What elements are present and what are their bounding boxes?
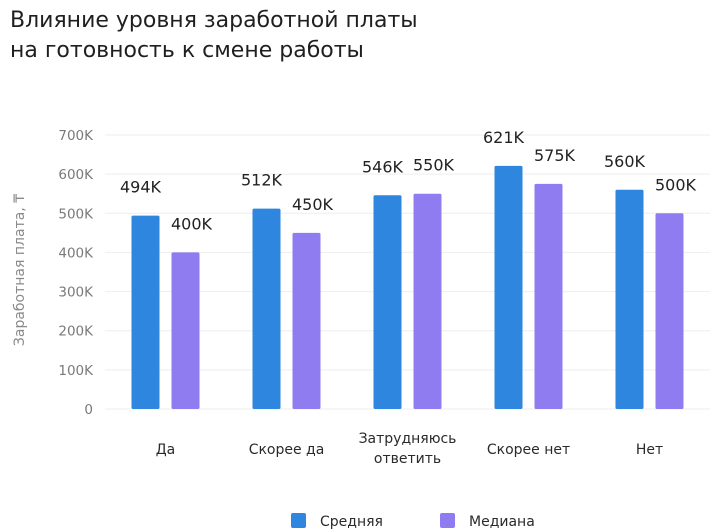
bar-median bbox=[534, 183, 563, 409]
y-tick-label: 700K bbox=[58, 128, 94, 144]
chart-title: Влияние уровня заработной платы на готовн… bbox=[10, 8, 418, 63]
legend-swatch bbox=[440, 513, 455, 528]
legend-label: Медиана bbox=[469, 514, 535, 530]
bar-mean bbox=[131, 215, 160, 409]
legend-item[interactable]: Медиана bbox=[440, 513, 535, 530]
bar-median bbox=[413, 193, 442, 409]
y-tick-label: 0 bbox=[84, 402, 93, 418]
chart-title-line: Влияние уровня заработной платы bbox=[10, 8, 418, 33]
data-label: 400K bbox=[171, 214, 213, 233]
x-axis-categories: Да Скорее да Затрудняюсь ответить Скорее нет… bbox=[156, 431, 663, 467]
y-tick-label: 300K bbox=[58, 285, 94, 301]
y-tick-label: 100K bbox=[58, 363, 94, 379]
bars bbox=[131, 165, 684, 409]
legend: Средняя Медиана bbox=[291, 513, 535, 530]
bar-mean bbox=[494, 165, 523, 409]
legend-label: Средняя bbox=[320, 514, 383, 530]
y-tick-label: 600K bbox=[58, 167, 94, 183]
y-tick-label: 500K bbox=[58, 206, 94, 222]
data-label: 500K bbox=[655, 175, 697, 194]
x-category-label: Затрудняюсь bbox=[359, 431, 457, 447]
data-label: 450K bbox=[292, 195, 334, 214]
x-category-label: Скорее да bbox=[249, 442, 325, 458]
y-tick-label: 200K bbox=[58, 324, 94, 340]
y-tick-label: 400K bbox=[58, 245, 94, 261]
x-category-label: Скорее нет bbox=[487, 442, 570, 458]
bar-mean bbox=[252, 208, 281, 409]
bar-median bbox=[292, 232, 321, 409]
x-category-label: Нет bbox=[636, 442, 663, 458]
bar-median bbox=[171, 252, 200, 409]
data-label: 546K bbox=[362, 157, 404, 176]
y-axis-ticks: 0 100K 200K 300K 400K 500K 600K 700K bbox=[58, 128, 94, 418]
x-category-label: ответить bbox=[374, 451, 441, 467]
data-label: 575K bbox=[534, 146, 576, 165]
bar-mean bbox=[615, 189, 644, 409]
data-labels: 494K 400K 512K 450K 546K 550K 621K 575K 560K 500K bbox=[120, 128, 697, 234]
data-label: 550K bbox=[413, 156, 455, 175]
legend-swatch bbox=[291, 513, 306, 528]
x-category-label: Да bbox=[156, 442, 176, 458]
grid-lines bbox=[105, 134, 710, 410]
y-axis-label: Заработная плата, ₸ bbox=[12, 194, 28, 346]
bar-median bbox=[655, 213, 684, 409]
chart-title-line: на готовность к смене работы bbox=[10, 38, 364, 63]
bar-mean bbox=[373, 195, 402, 409]
legend-item[interactable]: Средняя bbox=[291, 513, 383, 530]
data-label: 494K bbox=[120, 178, 162, 197]
data-label: 621K bbox=[483, 128, 525, 147]
data-label: 560K bbox=[604, 152, 646, 171]
data-label: 512K bbox=[241, 171, 283, 190]
